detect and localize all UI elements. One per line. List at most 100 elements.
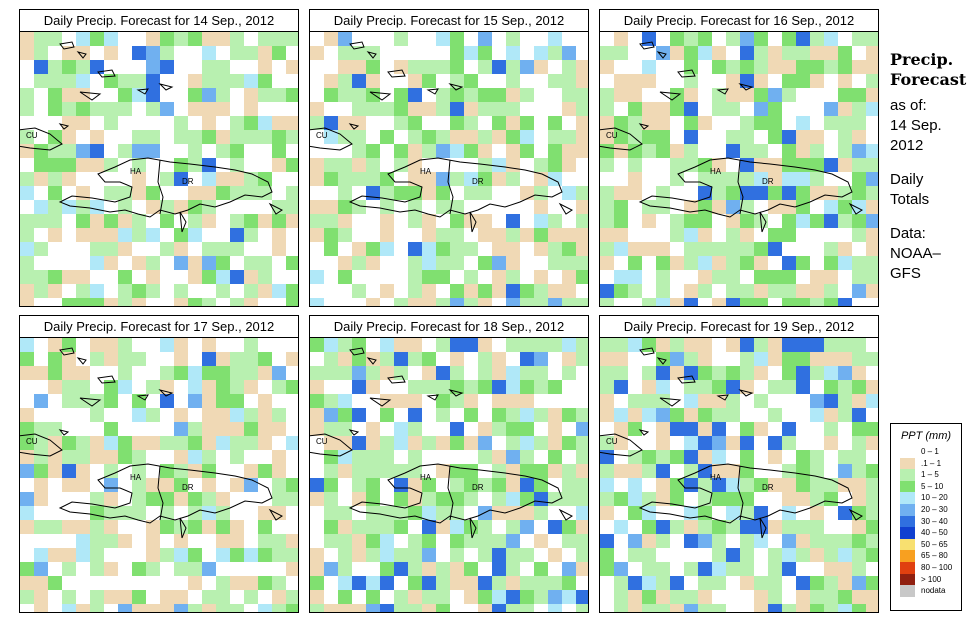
precip-cell — [782, 60, 796, 74]
hispaniola-coastline — [58, 157, 273, 218]
precip-cell — [534, 590, 548, 604]
haiti-label: HA — [710, 473, 722, 482]
precip-cell — [146, 380, 160, 394]
precip-cell — [768, 562, 782, 576]
precip-cell — [104, 228, 118, 242]
precip-cell — [866, 242, 878, 256]
precip-cell — [754, 422, 768, 436]
data-line1: Data: — [890, 225, 926, 242]
precip-cell — [838, 464, 852, 478]
precip-cell — [272, 548, 286, 562]
precip-cell — [90, 436, 104, 450]
precip-cell — [600, 436, 614, 450]
precip-cell — [104, 298, 118, 306]
precip-cell — [782, 298, 796, 306]
precip-cell — [366, 144, 380, 158]
precip-cell — [230, 46, 244, 60]
legend-swatch — [900, 492, 915, 504]
precip-cell — [244, 422, 258, 436]
precip-cell — [562, 478, 576, 492]
precip-cell — [132, 46, 146, 60]
precip-cell — [310, 172, 324, 186]
precip-cell — [838, 576, 852, 590]
precip-cell — [380, 200, 394, 214]
precip-cell — [656, 130, 670, 144]
precip-cell — [684, 242, 698, 256]
precip-cell — [90, 548, 104, 562]
forecast-panel-5: Daily Precip. Forecast for 18 Sep., 2012… — [309, 315, 589, 613]
precip-cell — [576, 144, 588, 158]
precip-cell — [478, 102, 492, 116]
precip-cell — [48, 172, 62, 186]
precip-cell — [768, 576, 782, 590]
precip-cell — [768, 46, 782, 60]
precip-cell — [548, 604, 562, 612]
precip-cell — [258, 436, 272, 450]
precip-cell — [810, 590, 824, 604]
precip-cell — [258, 284, 272, 298]
precip-cell — [824, 338, 838, 352]
precip-cell — [866, 270, 878, 284]
precip-cell — [628, 144, 642, 158]
precip-cell — [670, 576, 684, 590]
precip-cell — [338, 214, 352, 228]
precip-cell — [216, 88, 230, 102]
precip-cell — [286, 88, 298, 102]
precip-cell — [478, 298, 492, 306]
precip-cell — [216, 576, 230, 590]
precip-cell — [796, 116, 810, 130]
precip-cell — [478, 450, 492, 464]
precip-cell — [436, 492, 450, 506]
precip-cell — [310, 380, 324, 394]
island-coastline — [59, 41, 75, 50]
precip-cell — [272, 576, 286, 590]
precip-cell — [338, 60, 352, 74]
precip-cell — [684, 116, 698, 130]
precip-cell — [76, 394, 90, 408]
precip-cell — [202, 352, 216, 366]
precip-cell — [394, 116, 408, 130]
precip-cell — [338, 506, 352, 520]
precip-cell — [810, 172, 824, 186]
precip-cell — [464, 464, 478, 478]
precip-cell — [160, 548, 174, 562]
precip-cell — [160, 214, 174, 228]
precip-cell — [34, 562, 48, 576]
precip-cell — [670, 590, 684, 604]
cuba-label: CU — [606, 131, 618, 140]
precip-cell — [352, 284, 366, 298]
island-coastline — [738, 83, 754, 91]
precip-cell — [380, 352, 394, 366]
precip-cell — [338, 394, 352, 408]
precip-cell — [628, 242, 642, 256]
precip-cell — [810, 506, 824, 520]
precip-cell — [188, 270, 202, 284]
precip-cell — [48, 352, 62, 366]
precip-cell — [338, 116, 352, 130]
precip-cell — [202, 380, 216, 394]
precip-cell — [286, 116, 298, 130]
precip-cell — [754, 186, 768, 200]
precip-cell — [62, 450, 76, 464]
precip-cell — [76, 298, 90, 306]
precip-cell — [450, 422, 464, 436]
precip-cell — [338, 422, 352, 436]
precip-cell — [286, 214, 298, 228]
precip-cell — [684, 590, 698, 604]
precip-cell — [698, 562, 712, 576]
precip-cell — [628, 464, 642, 478]
precip-cell — [118, 144, 132, 158]
legend-swatch — [900, 550, 915, 562]
precip-cell — [628, 422, 642, 436]
precip-cell — [824, 604, 838, 612]
precip-cell — [366, 534, 380, 548]
precip-cell — [642, 464, 656, 478]
precip-cell — [408, 548, 422, 562]
legend-item: 50 – 65 — [891, 538, 961, 551]
precip-cell — [600, 60, 614, 74]
precip-cell — [146, 102, 160, 116]
precip-cell — [548, 298, 562, 306]
precip-cell — [380, 548, 394, 562]
precip-cell — [576, 422, 588, 436]
